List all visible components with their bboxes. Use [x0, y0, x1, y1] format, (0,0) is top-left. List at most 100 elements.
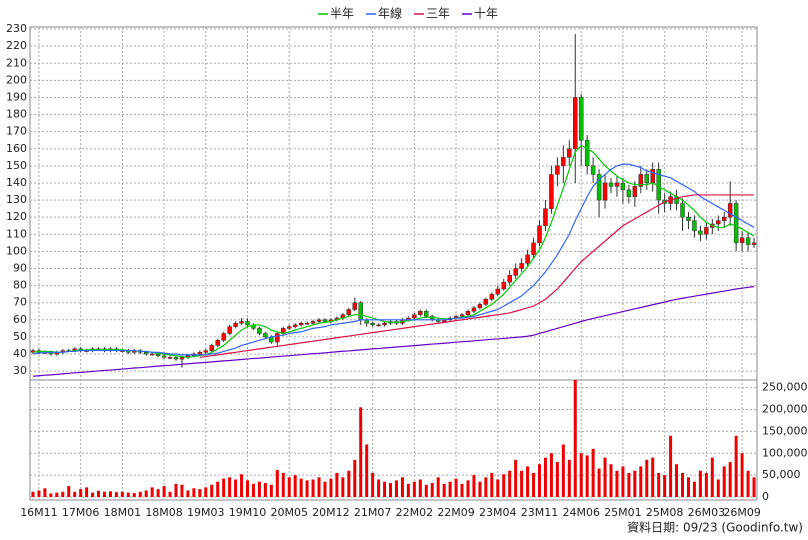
y-tick-label: 110: [6, 227, 27, 240]
volume-bar: [102, 491, 106, 497]
candle-body: [501, 281, 506, 290]
x-tick-label: 20M05: [270, 506, 308, 519]
candle-body: [733, 203, 739, 244]
volume-bar: [180, 484, 184, 497]
volume-bar: [579, 453, 583, 497]
volume-bar: [204, 487, 208, 497]
volume-bar: [722, 466, 726, 497]
x-tick-label: 25M01: [604, 506, 642, 519]
x-tick-label: 20M12: [312, 506, 350, 519]
candle-body: [310, 321, 316, 324]
volume-bar: [621, 466, 625, 497]
candle-body: [543, 208, 548, 226]
candle-body: [257, 328, 262, 334]
volume-bar: [97, 490, 101, 497]
y-tick-label: 90: [13, 261, 27, 274]
candle-body: [143, 352, 149, 355]
volume-bar: [442, 483, 446, 497]
volume-bar: [335, 472, 339, 497]
candle-body: [567, 148, 572, 158]
volume-bar: [174, 483, 178, 497]
volume-bar: [681, 472, 685, 497]
y-tick-label: 220: [6, 39, 27, 52]
x-tick-label: 19M10: [229, 506, 267, 519]
volume-bar: [627, 472, 631, 497]
candle-body: [179, 357, 185, 360]
candle-body: [376, 324, 381, 327]
volume-bar: [549, 453, 553, 497]
volume-bar: [746, 470, 750, 497]
candle-body: [531, 242, 536, 256]
y2-tick-label: 250,000: [762, 381, 808, 394]
candle-body: [167, 357, 173, 359]
volume-bar: [198, 489, 202, 497]
candle-body: [692, 220, 697, 232]
volume-bar: [85, 487, 89, 497]
volume-bar: [692, 481, 696, 497]
volume-bar: [532, 472, 536, 497]
y-tick-label: 180: [6, 108, 27, 121]
candle-body: [721, 216, 727, 221]
volume-bar: [418, 479, 422, 497]
y2-tick-label: 50,000: [762, 468, 801, 481]
volume-bar: [448, 481, 452, 497]
volume-bar: [639, 466, 643, 497]
candle-body: [644, 174, 650, 184]
volume-bar: [347, 470, 351, 497]
volume-bar: [126, 492, 130, 497]
ma-line: [199, 194, 755, 359]
volume-bar: [73, 491, 77, 497]
candle-body: [292, 324, 298, 327]
y2-tick-label: 150,000: [762, 424, 808, 437]
volume-bar: [645, 459, 649, 497]
volume-bar: [663, 475, 667, 497]
volume-bar: [240, 474, 244, 497]
legend-label: 半年: [330, 7, 354, 21]
candle-body: [602, 182, 608, 201]
volume-bar: [520, 470, 524, 497]
volume-bar: [257, 481, 261, 497]
candle-body: [358, 302, 363, 321]
volume-bar: [287, 477, 291, 497]
candle-body: [555, 165, 560, 175]
candle-body: [495, 288, 501, 295]
volume-bar: [162, 486, 166, 497]
candle-body: [370, 322, 375, 326]
volume-bar: [752, 477, 756, 497]
volume-bar: [686, 477, 690, 497]
legend: 半年 年線 三年 十年: [318, 6, 498, 21]
candle-body: [173, 357, 179, 360]
volume-bar: [716, 479, 720, 497]
volume-bar: [79, 489, 83, 497]
y-tick-label: 120: [6, 210, 27, 223]
ma-line: [32, 163, 755, 356]
volume-bar: [734, 435, 738, 497]
candle-body: [704, 227, 709, 235]
volume-bar: [555, 462, 559, 497]
volume-bar: [502, 474, 506, 497]
y2-tick-label: 200,000: [762, 403, 808, 416]
volume-bar: [305, 480, 309, 497]
volume-bar: [543, 457, 547, 497]
y2-tick-label: 0: [762, 490, 769, 503]
candle-body: [215, 340, 220, 346]
volume-bar: [412, 481, 416, 497]
candle-body: [698, 230, 703, 235]
y-tick-label: 80: [13, 279, 27, 292]
volume-bar: [460, 483, 464, 497]
volume-bar: [234, 479, 238, 497]
volume-bar: [210, 484, 214, 497]
volume-bar: [246, 480, 250, 497]
volume-bar: [478, 481, 482, 497]
candle-body: [590, 165, 596, 175]
volume-bar: [675, 464, 679, 497]
candle-body: [418, 310, 423, 315]
volume-bar: [186, 490, 190, 497]
volume-bar: [383, 481, 387, 497]
candle-body: [525, 254, 530, 264]
candle-body: [573, 97, 578, 150]
candle-body: [209, 345, 214, 351]
y-tick-label: 230: [6, 22, 27, 35]
volume-bar: [454, 478, 458, 497]
candle-body: [507, 275, 512, 283]
